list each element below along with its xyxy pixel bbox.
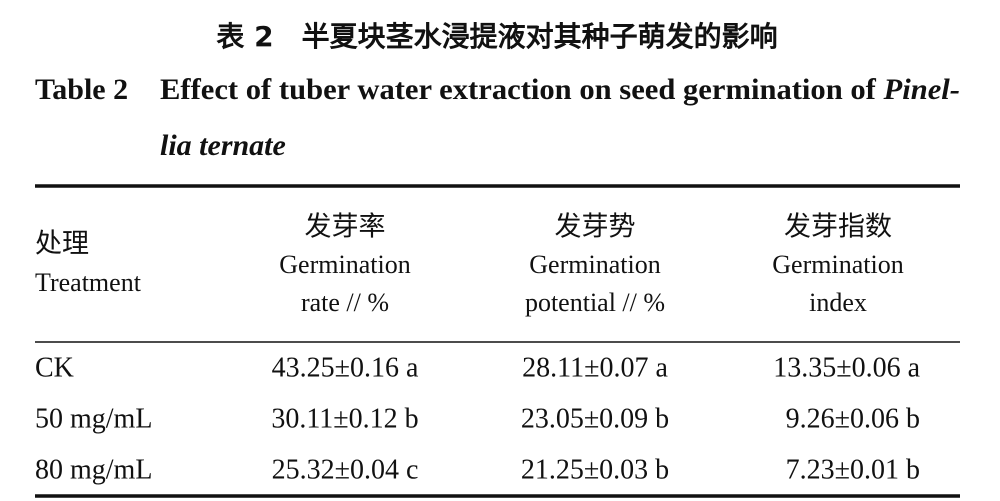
table-cell: CK bbox=[35, 352, 74, 383]
header-en: Germination bbox=[772, 250, 903, 279]
table-cell: 30.11±0.12 b bbox=[271, 403, 418, 434]
header-cn: 发芽率 bbox=[305, 212, 386, 243]
caption-text: Effect of tuber water extraction on seed… bbox=[160, 73, 884, 106]
table-cell: 21.25±0.03 b bbox=[521, 454, 669, 485]
title-cn: 表 2 半夏块茎水浸提液对其种子萌发的影响 bbox=[216, 20, 777, 53]
header-en: rate // % bbox=[301, 288, 389, 317]
table-cell: 80 mg/mL bbox=[35, 454, 152, 485]
table-cell: 9.26±0.06 b bbox=[786, 403, 920, 434]
table-label: Table 2 bbox=[35, 73, 128, 106]
header-cn: 处理 bbox=[35, 229, 89, 260]
table-cell: 23.05±0.09 b bbox=[521, 403, 669, 434]
table-cell: 43.25±0.16 a bbox=[272, 352, 419, 383]
table-cell: 7.23±0.01 b bbox=[786, 454, 920, 485]
header-en: Germination bbox=[529, 250, 660, 279]
caption-line: Effect of tuber water extraction on seed… bbox=[160, 73, 960, 106]
header-en: index bbox=[809, 288, 867, 317]
species-name: lia ternate bbox=[160, 129, 286, 162]
header-cn: 发芽势 bbox=[555, 212, 636, 243]
header-en: Treatment bbox=[35, 268, 142, 297]
table-cell: 50 mg/mL bbox=[35, 403, 152, 434]
table-cell: 28.11±0.07 a bbox=[522, 352, 668, 383]
header-cn: 发芽指数 bbox=[784, 212, 892, 243]
table-cell: 25.32±0.04 c bbox=[272, 454, 419, 485]
header-en: Germination bbox=[279, 250, 410, 279]
species-name: Pinel- bbox=[883, 73, 960, 106]
header-en: potential // % bbox=[525, 288, 665, 317]
table-cell: 13.35±0.06 a bbox=[773, 352, 920, 383]
